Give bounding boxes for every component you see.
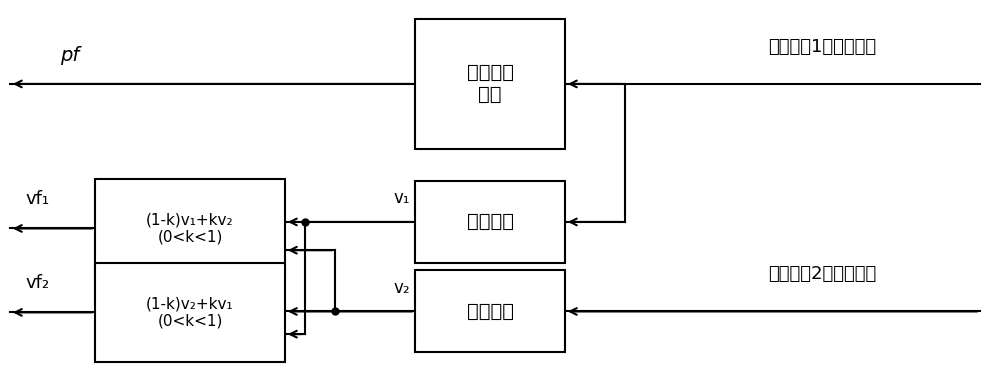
Bar: [415, 270, 565, 352]
Text: (1-k)v₁+kv₂
(0<k<1): (1-k)v₁+kv₂ (0<k<1): [146, 212, 234, 245]
Text: v₁: v₁: [394, 189, 410, 207]
Text: vf₁: vf₁: [25, 190, 49, 208]
Text: pf: pf: [60, 46, 79, 65]
Bar: [415, 19, 565, 149]
Text: v₂: v₂: [393, 279, 410, 297]
Text: 脉冲计数
累加: 脉冲计数 累加: [466, 63, 514, 104]
Text: (1-k)v₂+kv₁
(0<k<1): (1-k)v₂+kv₁ (0<k<1): [146, 296, 234, 329]
Text: 脉冲测频: 脉冲测频: [466, 302, 514, 321]
Bar: [95, 179, 285, 278]
Bar: [95, 263, 285, 362]
Text: 伺服电机2的脉冲信号: 伺服电机2的脉冲信号: [768, 265, 877, 283]
Bar: [415, 181, 565, 263]
Text: 脉冲测频: 脉冲测频: [466, 213, 514, 231]
Text: vf₂: vf₂: [25, 274, 49, 292]
Text: 伺服电机1的脉冲信号: 伺服电机1的脉冲信号: [768, 38, 877, 56]
